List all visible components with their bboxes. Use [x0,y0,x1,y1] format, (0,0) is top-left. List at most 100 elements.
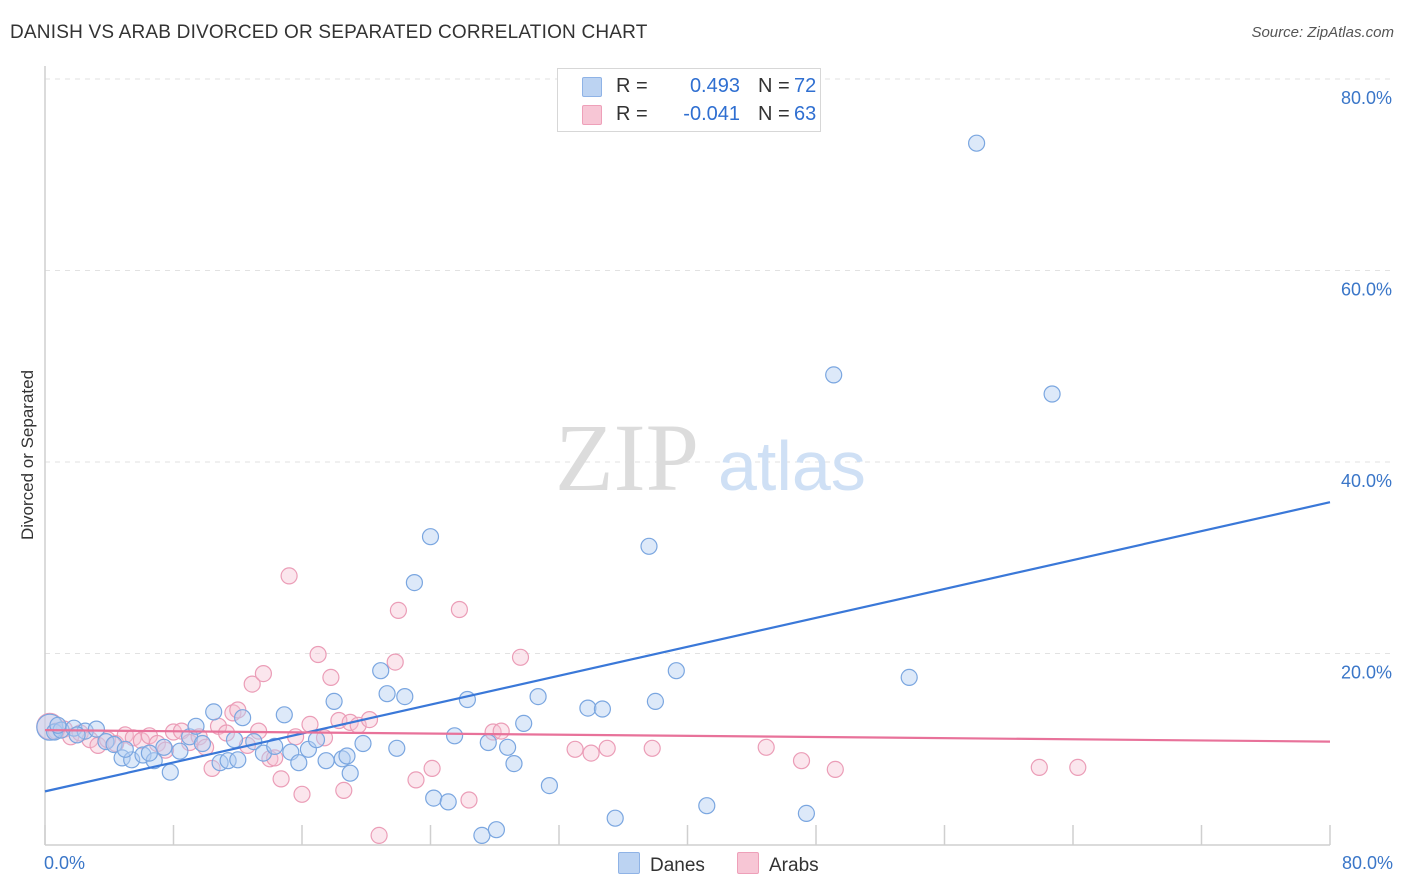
danes-point-56 [606,809,624,827]
arabs-point-26 [243,675,261,693]
danes-point-40 [405,573,423,592]
y-tick-label-3: 80.0% [1341,88,1392,108]
correlation-legend: R = 0.493 N = 72 R = -0.041 N = 63 [557,68,821,132]
danes-point-43 [439,793,457,811]
danes-point-13 [161,763,179,781]
arabs-n-value: 63 [794,103,817,125]
danes-point-7 [105,735,123,754]
x-tick-label-0: 0.0% [44,853,85,873]
danes-point-38 [388,739,406,757]
danes-points [36,134,1061,845]
danes-point-26 [275,706,293,724]
arabs-swatch [582,105,602,125]
danes-point-16 [187,717,205,735]
arabs-point-28 [254,664,272,683]
danes-point-48 [487,821,505,839]
bottom-legend-danes: Danes [618,852,705,877]
bottom-arabs-label: Arabs [769,855,819,876]
danes-point-34 [341,764,359,782]
arabs-point-59 [792,752,811,770]
arabs-point-62 [1069,758,1087,777]
danes-point-33 [333,750,351,768]
arabs-point-58 [757,738,775,756]
danes-point-70 [229,751,247,769]
danes-point-28 [290,754,308,772]
danes-point-12 [155,738,173,756]
danes-point-32 [325,692,343,711]
watermark: ZIP atlas [555,404,866,511]
source-note: Source: ZipAtlas.com [1251,24,1394,41]
danes-point-22 [234,709,252,727]
arabs-point-44 [370,826,388,845]
danes-point-25 [266,737,284,756]
arabs-point-36 [309,645,327,664]
arabs-point-49 [450,600,468,619]
danes-point-63 [900,668,918,687]
watermark-atlas: atlas [718,427,866,505]
arabs-point-14 [156,741,175,759]
danes-point-60 [698,797,716,815]
danes-point-65 [1043,385,1061,403]
danes-point-64 [967,134,986,152]
danes-point-14 [171,742,189,760]
danes-point-10 [134,746,152,764]
danes-point-39 [396,687,414,706]
arabs-point-47 [407,771,425,789]
danes-point-59 [667,662,685,680]
danes-r-value: 0.493 [689,75,740,97]
danes-point-61 [797,804,816,823]
danes-point-52 [529,687,547,706]
danes-point-62 [825,366,843,384]
arabs-point-52 [492,722,510,740]
arabs-r-label: R = [616,103,648,125]
arabs-point-32 [280,567,298,585]
danes-point-53 [540,776,559,795]
arabs-point-48 [423,759,441,778]
gridlines [45,78,1392,654]
danes-point-30 [307,731,326,749]
arabs-point-46 [389,601,407,620]
danes-point-51 [515,714,533,733]
arabs-point-55 [582,744,600,762]
danes-point-44 [446,727,464,745]
danes-point-71 [338,747,356,765]
danes-point-58 [646,692,665,711]
arabs-point-56 [598,739,616,757]
arabs-point-40 [335,781,353,800]
tick-labels: 20.0% 40.0% 60.0% 80.0% 0.0% 80.0% [44,88,1393,873]
arabs-point-38 [322,668,340,687]
chart-title: DANISH VS ARAB DIVORCED OR SEPARATED COR… [10,22,648,43]
danes-point-47 [479,733,497,752]
arabs-point-31 [272,770,290,788]
danes-point-55 [593,700,612,718]
arabs-points [36,567,1087,845]
arabs-point-45 [386,653,404,671]
y-tick-label-1: 40.0% [1341,471,1392,491]
arabs-point-61 [1030,758,1048,777]
bottom-legend-arabs: Arabs [737,852,819,877]
danes-n-label: N = [758,75,790,97]
trend-lines [44,501,1331,793]
danes-point-35 [354,734,372,753]
danes-point-68 [116,740,134,758]
danes-point-18 [205,703,223,721]
arabs-point-60 [826,760,844,779]
arabs-point-23 [224,704,242,722]
bottom-danes-swatch [618,852,640,874]
danes-point-69 [140,744,158,762]
danes-point-49 [499,738,517,756]
y-tick-label-0: 20.0% [1341,663,1392,683]
bottom-arabs-swatch [737,852,759,874]
danes-point-31 [317,752,335,770]
danes-trend-line [44,501,1331,793]
arabs-n-label: N = [758,103,790,125]
danes-point-42 [425,789,443,807]
danes-point-21 [225,731,244,749]
danes-point-36 [372,662,390,680]
arabs-point-53 [511,648,530,666]
danes-point-50 [505,754,523,773]
danes-point-45 [458,690,476,709]
danes-point-54 [579,699,597,717]
arabs-point-57 [643,739,661,757]
